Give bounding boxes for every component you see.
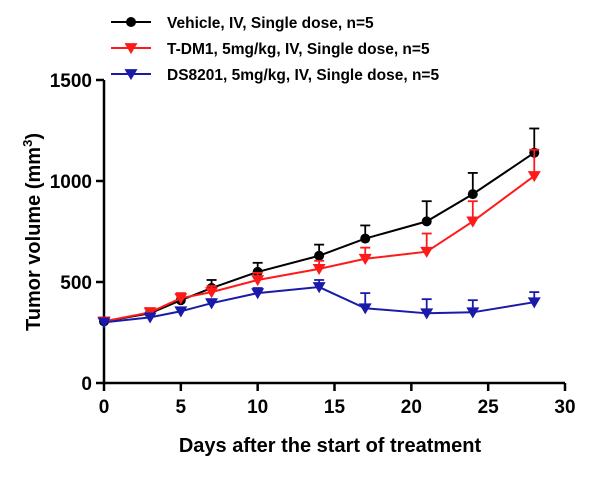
data-point [312,282,326,294]
series-line [103,151,535,323]
data-point [174,306,188,318]
data-point [205,298,219,310]
x-tick-label: 30 [554,397,575,418]
data-point [358,253,372,265]
x-axis-label: Days after the start of treatment [179,435,482,457]
legend-item-2: DS8201, 5mg/kg, IV, Single dose, n=5 [111,67,439,84]
y-axis-label-superscript: 3 [20,140,35,147]
data-point [252,266,263,277]
legend-marker [126,17,136,27]
plot-area [97,127,541,329]
y-tick-label: 0 [81,374,92,395]
x-tick-label: 5 [176,397,187,418]
x-tick-label: 15 [324,397,346,418]
data-point [420,246,434,258]
legend-item-0: Vehicle, IV, Single dose, n=5 [111,15,374,32]
y-tick-label: 500 [60,273,92,294]
data-point [467,189,478,200]
x-tick-label: 25 [478,397,500,418]
series-line [103,175,535,323]
data-point [420,308,434,320]
data-point [312,263,326,276]
data-point [527,171,541,183]
data-point [466,216,480,228]
data-point [143,312,157,324]
data-point [251,288,265,300]
legend-item-1: T-DM1, 5mg/kg, IV, Single dose, n=5 [111,41,430,58]
legend-label: T-DM1, 5mg/kg, IV, Single dose, n=5 [167,41,430,58]
x-tick-label: 0 [99,397,110,418]
x-tick-label: 20 [401,397,422,418]
y-axis-label-main: Tumor volume (mm [23,147,45,331]
axes: 0 5 10 15 20 25 30 0 500 1000 1500 [50,71,576,418]
y-tick-label: 1500 [50,71,92,92]
legend-marker [124,69,138,81]
y-tick-label: 1000 [50,172,92,193]
data-point [360,233,371,244]
data-point [421,216,432,227]
data-point [527,297,541,309]
data-point [314,250,325,261]
legend: Vehicle, IV, Single dose, n=5 T-DM1, 5mg/… [111,15,439,84]
data-point [358,303,372,315]
legend-label: DS8201, 5mg/kg, IV, Single dose, n=5 [167,67,439,84]
series-0 [99,127,540,327]
legend-marker [124,43,138,55]
data-point [205,287,219,299]
data-point [251,275,265,287]
data-point [97,317,111,329]
data-point [174,293,188,305]
series-line [103,286,535,324]
legend-label: Vehicle, IV, Single dose, n=5 [167,15,374,32]
series-2 [97,279,541,329]
data-point [466,307,480,319]
x-tick-label: 10 [247,397,268,418]
y-axis-label: Tumor volume (mm3) [20,133,45,331]
y-axis-label-close: ) [23,133,45,140]
